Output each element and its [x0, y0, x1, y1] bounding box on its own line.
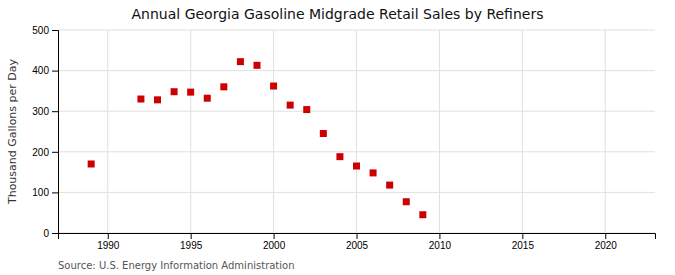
x-tick-mark [522, 233, 523, 239]
x-tick-label: 2005 [346, 240, 369, 251]
x-grid-line [356, 30, 357, 233]
x-axis: 1990 1995 2000 2005 2010 2015 2020 [59, 233, 656, 251]
y-tick-mark [52, 30, 58, 31]
x-tick: 1990 [97, 233, 120, 251]
point [336, 153, 343, 160]
point [303, 106, 310, 113]
x-tick-label: 1990 [97, 240, 120, 251]
y-tick-label: 100 [32, 187, 49, 198]
point [270, 83, 277, 90]
x-grid-line [273, 30, 274, 233]
x-grid-line [522, 30, 523, 233]
y-grid-line [58, 111, 655, 112]
x-tick: 2020 [595, 233, 618, 251]
x-tick-mark [357, 233, 358, 239]
point [171, 88, 178, 95]
x-tick-label: 2015 [512, 240, 535, 251]
title: Annual Georgia Gasoline Midgrade Retail … [132, 6, 544, 22]
x-tick: 2015 [512, 233, 535, 251]
point [287, 102, 294, 109]
y-tick: 400 [32, 65, 58, 76]
y-axis: 0 100 200 300 400 500 [32, 25, 58, 239]
y-tick-label: 200 [32, 147, 49, 158]
y-axis-title: Thousand Gallons per Day [6, 58, 19, 205]
y-tick: 100 [32, 187, 58, 198]
x-tick-label: 2020 [595, 240, 618, 251]
point [88, 160, 95, 167]
point [187, 89, 194, 96]
y-grid-line [58, 192, 655, 193]
point [204, 95, 211, 102]
y-tick-label: 0 [43, 228, 49, 239]
x-grid-line [605, 30, 606, 233]
grid [58, 30, 655, 233]
x-grid-line [107, 30, 108, 233]
point [254, 62, 261, 69]
y-tick-label: 300 [32, 106, 49, 117]
x-tick-mark [605, 233, 606, 239]
y-tick: 200 [32, 147, 58, 158]
y-grid-line [58, 151, 655, 152]
y-tick: 300 [32, 106, 58, 117]
point [386, 182, 393, 189]
x-tick-label: 1995 [180, 240, 203, 251]
y-tick: 500 [32, 25, 58, 36]
y-grid-line [58, 30, 655, 31]
y-grid-line [58, 70, 655, 71]
point [137, 96, 144, 103]
x-tick: 1995 [180, 233, 203, 251]
x-tick-label: 2000 [263, 240, 286, 251]
x-tick: 2010 [429, 233, 452, 251]
x-grid-line [190, 30, 191, 233]
point [353, 163, 360, 170]
y-tick: 0 [43, 228, 58, 239]
x-tick-mark [439, 233, 440, 239]
y-tick-label: 500 [32, 25, 49, 36]
x-tick-mark [274, 233, 275, 239]
point [403, 198, 410, 205]
x-grid-line [439, 30, 440, 233]
x-tick: 2000 [263, 233, 286, 251]
x-axis-line [59, 234, 656, 240]
point [237, 58, 244, 65]
y-tick-mark [52, 71, 58, 72]
y-axis-line [52, 31, 59, 234]
y-tick-label: 400 [32, 65, 49, 76]
point [154, 96, 161, 103]
point [320, 130, 327, 137]
point [419, 211, 426, 218]
y-tick-mark [52, 152, 58, 153]
plot: 1990 1995 2000 2005 2010 2015 2020 0 100 200 300 40… [32, 25, 655, 251]
x-tick: 2005 [346, 233, 369, 251]
y-tick-mark [52, 192, 58, 193]
y-tick-mark [52, 111, 58, 112]
y-tick-mark [52, 233, 58, 234]
x-tick-label: 2010 [429, 240, 452, 251]
points [88, 58, 427, 218]
x-tick-mark [108, 233, 109, 239]
point [220, 83, 227, 90]
point [370, 169, 377, 176]
x-tick-mark [191, 233, 192, 239]
source: Source: U.S. Energy Information Administ… [58, 260, 295, 271]
chart: 1990 1995 2000 2005 2010 2015 2020 0 100 200 300 40… [0, 0, 675, 275]
